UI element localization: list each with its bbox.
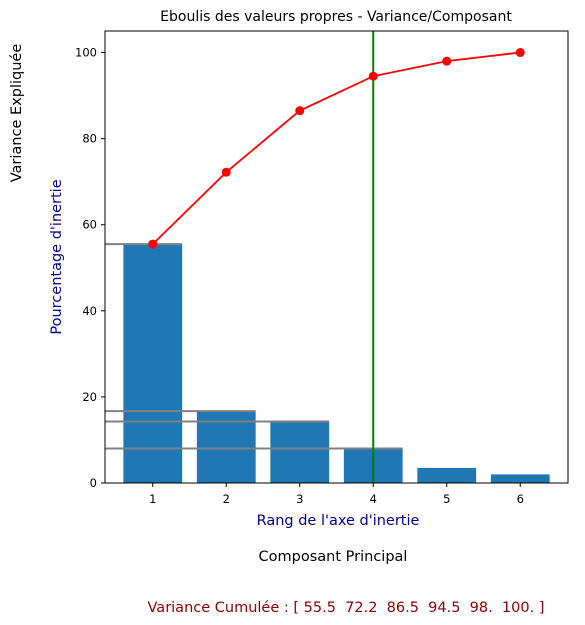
y-tick-label-100: 100 (75, 46, 97, 60)
cumulative-variance-line (152, 51, 521, 245)
bar-3 (270, 421, 330, 483)
plot-frame (104, 30, 569, 484)
y-axis-label: Pourcentage d'inertie (49, 179, 65, 334)
bar-layer (123, 244, 550, 483)
outer-x-axis-label: Composant Principal (259, 549, 408, 565)
bar-5 (417, 467, 477, 483)
x-axis-label: Rang de l'axe d'inertie (257, 513, 420, 529)
y-tick-label-80: 80 (82, 132, 97, 146)
axes-layer: 0 20 40 60 80 100 1 2 3 4 5 6 (75, 30, 569, 506)
x-tick-label-6: 6 (517, 492, 524, 506)
cumulative-point-5 (442, 56, 452, 66)
x-tick-label-1: 1 (149, 492, 156, 506)
y-tick-label-40: 40 (82, 304, 97, 318)
bar-1 (123, 244, 183, 483)
chart-title: Eboulis des valeurs propres - Variance/C… (160, 9, 512, 25)
cumulative-point-2 (221, 167, 231, 177)
x-tick-label-3: 3 (296, 492, 303, 506)
y-tick-label-20: 20 (82, 390, 97, 404)
cumulative-point-1 (148, 239, 158, 249)
outer-y-axis-label: Variance Expliquée (9, 44, 25, 183)
cumulative-variance-text: Variance Cumulée : [ 55.5 72.2 86.5 94.5… (148, 600, 545, 616)
reference-hline-layer (105, 243, 403, 450)
cumulative-point-3 (295, 106, 305, 116)
y-tick-label-60: 60 (82, 218, 97, 232)
bar-2 (196, 411, 256, 483)
cumulative-line-layer (148, 48, 525, 249)
x-tick-label-5: 5 (443, 492, 450, 506)
x-tick-label-4: 4 (370, 492, 377, 506)
y-tick-label-0: 0 (90, 476, 97, 490)
cumulative-point-4 (368, 71, 378, 81)
x-tick-label-2: 2 (223, 492, 230, 506)
bar-6 (490, 474, 550, 483)
cumulative-point-6 (515, 48, 525, 58)
